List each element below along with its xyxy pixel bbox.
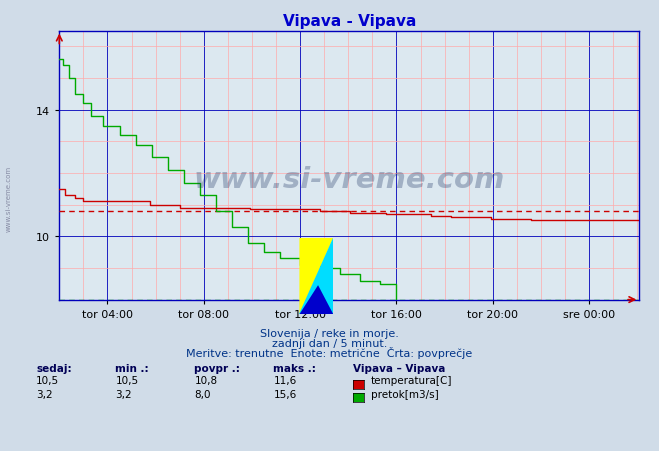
Text: zadnji dan / 5 minut.: zadnji dan / 5 minut.	[272, 338, 387, 348]
Text: pretok[m3/s]: pretok[m3/s]	[371, 389, 439, 399]
Text: 3,2: 3,2	[36, 389, 53, 399]
Text: 10,5: 10,5	[36, 375, 59, 385]
Text: maks .:: maks .:	[273, 363, 316, 373]
Text: 11,6: 11,6	[273, 375, 297, 385]
Text: Meritve: trenutne  Enote: metrične  Črta: povprečje: Meritve: trenutne Enote: metrične Črta: …	[186, 346, 473, 358]
Text: Slovenija / reke in morje.: Slovenija / reke in morje.	[260, 328, 399, 338]
Text: www.si-vreme.com: www.si-vreme.com	[5, 166, 12, 231]
Polygon shape	[299, 238, 333, 315]
Text: 15,6: 15,6	[273, 389, 297, 399]
Text: temperatura[C]: temperatura[C]	[371, 375, 453, 385]
Text: min .:: min .:	[115, 363, 149, 373]
Text: Vipava – Vipava: Vipava – Vipava	[353, 363, 445, 373]
Text: 8,0: 8,0	[194, 389, 211, 399]
Polygon shape	[299, 285, 333, 315]
Text: povpr .:: povpr .:	[194, 363, 241, 373]
Title: Vipava - Vipava: Vipava - Vipava	[283, 14, 416, 29]
Text: 10,8: 10,8	[194, 375, 217, 385]
Text: 10,5: 10,5	[115, 375, 138, 385]
Text: sedaj:: sedaj:	[36, 363, 72, 373]
Polygon shape	[299, 238, 333, 315]
Text: www.si-vreme.com: www.si-vreme.com	[194, 165, 505, 193]
Text: 3,2: 3,2	[115, 389, 132, 399]
